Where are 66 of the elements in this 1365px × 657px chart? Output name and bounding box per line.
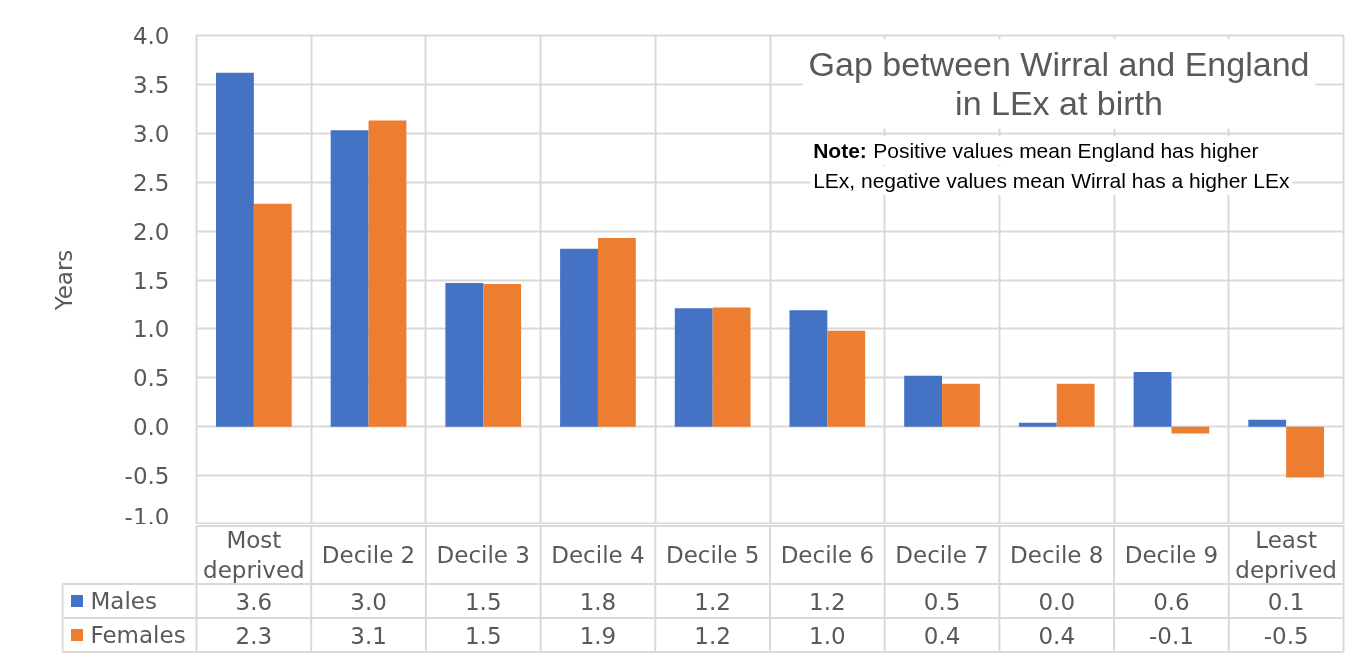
bar	[1248, 419, 1287, 427]
y-axis-title: Years	[50, 249, 77, 312]
data-label: -0.1	[1149, 622, 1194, 649]
y-tick-label: 3.5	[132, 71, 170, 98]
data-label: 0.4	[923, 622, 961, 649]
y-tick-label: -1.0	[124, 503, 170, 530]
data-label: 3.6	[235, 588, 273, 615]
bar	[445, 282, 484, 427]
data-label: 1.2	[694, 622, 731, 649]
data-label: 0.1	[1267, 588, 1305, 615]
x-tick-label: Most deprived	[203, 527, 305, 583]
x-tick-label: Decile 7	[895, 542, 989, 568]
annotation: Note: Positive values mean England has higher LEx, negative values mean Wirral has a higher LEx	[813, 138, 1290, 192]
y-tick-label: 1.5	[132, 267, 170, 294]
data-label: 1.0	[809, 622, 846, 649]
y-tick-label: 0.0	[132, 414, 170, 441]
y-tick-label: 3.0	[132, 120, 170, 147]
data-label: -0.5	[1263, 622, 1309, 649]
data-label: 1.8	[579, 588, 617, 615]
y-tick-label: 2.5	[132, 169, 170, 196]
bar	[483, 283, 522, 427]
x-tick-label: Decile 3	[436, 542, 530, 568]
bar	[827, 330, 866, 427]
bar	[904, 375, 943, 427]
data-label: 3.0	[350, 588, 387, 615]
x-tick-label: Decile 8	[1010, 542, 1104, 568]
text: Gap between Wirral and England in LEx at birth	[808, 45, 1310, 123]
data-label: 1.5	[464, 588, 502, 615]
data-label: 1.5	[464, 622, 502, 649]
data-label: 2.3	[235, 622, 273, 649]
x-tick-label: Decile 6	[780, 542, 875, 568]
y-tick-label: 1.0	[132, 316, 170, 343]
bar	[1018, 422, 1057, 427]
x-tick-label: Decile 5	[665, 542, 760, 568]
bar	[1133, 371, 1172, 427]
data-label: 1.2	[809, 588, 846, 615]
x-tick-label: Decile 9	[1124, 542, 1219, 568]
bar	[1286, 426, 1324, 478]
bar	[674, 308, 713, 427]
data-label: 0.6	[1153, 588, 1190, 615]
y-tick-label: 0.5	[132, 365, 170, 392]
bar	[216, 72, 254, 427]
data-label: 1.9	[579, 622, 617, 649]
bar	[1171, 426, 1210, 434]
bar	[597, 237, 636, 427]
y-tick-label: 4.0	[132, 23, 170, 49]
y-tick-label: -0.5	[124, 463, 170, 490]
bar	[560, 248, 598, 427]
bar	[253, 203, 292, 427]
x-tick-label: Least deprived	[1235, 527, 1337, 583]
data-label: 0.0	[1038, 588, 1076, 615]
legend-label: Females	[90, 622, 186, 648]
bar	[1056, 383, 1095, 427]
x-tick-label: Decile 2	[321, 542, 416, 568]
bar	[330, 130, 369, 427]
data-label: 1.2	[694, 588, 731, 615]
data-label: 0.4	[1038, 622, 1076, 649]
bar	[368, 120, 407, 427]
bar	[789, 310, 828, 427]
y-tick-label: 2.0	[132, 218, 170, 245]
legend-label: Males	[90, 588, 157, 614]
bar	[712, 307, 751, 427]
x-tick-label: Decile 4	[551, 542, 645, 568]
bar	[942, 383, 980, 427]
data-label: 3.1	[350, 622, 387, 649]
data-label: 0.5	[923, 588, 961, 615]
